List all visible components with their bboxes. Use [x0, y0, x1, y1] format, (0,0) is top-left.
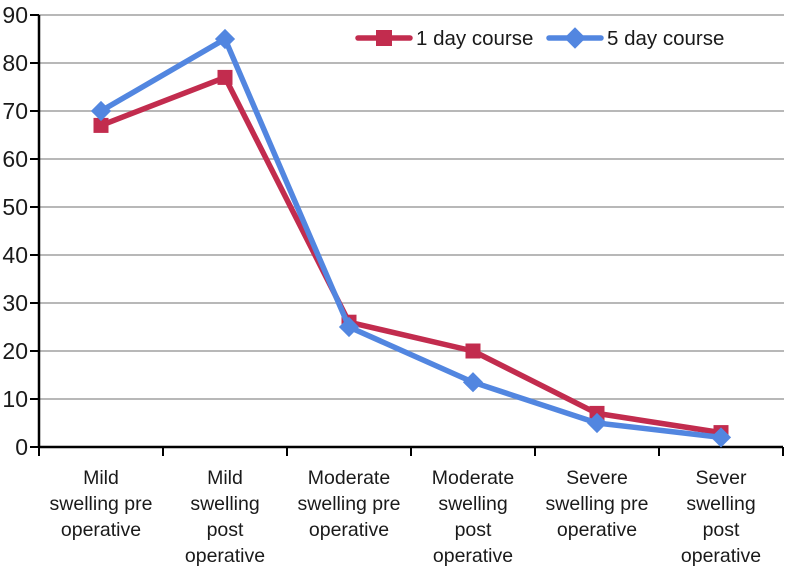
x-axis-label: post: [703, 519, 740, 541]
y-tick-label: 50: [2, 194, 28, 220]
legend-label: 5 day course: [607, 27, 724, 50]
x-axis-label: swelling: [190, 493, 259, 515]
y-tick-label: 30: [2, 290, 28, 316]
x-axis-label: Sever: [696, 467, 747, 489]
x-axis-label: operative: [309, 519, 389, 541]
series-line-5-day-course: [98, 36, 724, 441]
y-tick-label: 90: [2, 2, 28, 28]
x-axis-label: operative: [61, 519, 141, 541]
y-tick-label: 70: [2, 98, 28, 124]
x-axis-label: operative: [185, 545, 265, 567]
legend-label: 1 day course: [416, 27, 533, 50]
x-axis-label: swelling pre: [298, 493, 401, 515]
x-axis-label: post: [455, 519, 492, 541]
x-axis-label: operative: [557, 519, 637, 541]
y-tick-label: 40: [2, 242, 28, 268]
x-axis-label: post: [207, 519, 244, 541]
marker-1-day-course: [465, 343, 481, 359]
x-axis-label: Mild: [207, 467, 243, 489]
marker-5-day-course: [586, 412, 608, 434]
marker-5-day-course: [710, 427, 732, 448]
y-tick-label: 80: [2, 50, 28, 76]
series-line-1-day-course: [98, 74, 724, 436]
y-tick-label: 20: [2, 338, 28, 364]
y-tick-label: 10: [2, 386, 28, 412]
marker-5-day-course: [462, 372, 484, 393]
x-axis-label: swelling pre: [50, 493, 153, 515]
marker-1-day-course: [93, 117, 109, 133]
y-tick-label: 0: [15, 434, 28, 460]
y-tick-label: 60: [2, 146, 28, 172]
x-axis-label: Mild: [83, 467, 119, 489]
legend-diamond-icon: [564, 27, 586, 49]
x-axis-label: operative: [433, 545, 513, 567]
x-axis-label: Moderate: [308, 467, 390, 489]
x-axis-label: swelling: [438, 493, 507, 515]
marker-1-day-course: [217, 69, 233, 85]
x-axis-label: Severe: [566, 467, 628, 489]
marker-5-day-course: [338, 316, 360, 338]
x-axis-label: swelling: [686, 493, 755, 515]
marker-5-day-course: [90, 100, 112, 122]
x-axis-label: Moderate: [432, 467, 514, 489]
x-axis-label: operative: [681, 545, 761, 567]
legend-square-icon: [376, 30, 392, 46]
x-axis-label: swelling pre: [546, 493, 649, 515]
marker-5-day-course: [214, 28, 236, 50]
